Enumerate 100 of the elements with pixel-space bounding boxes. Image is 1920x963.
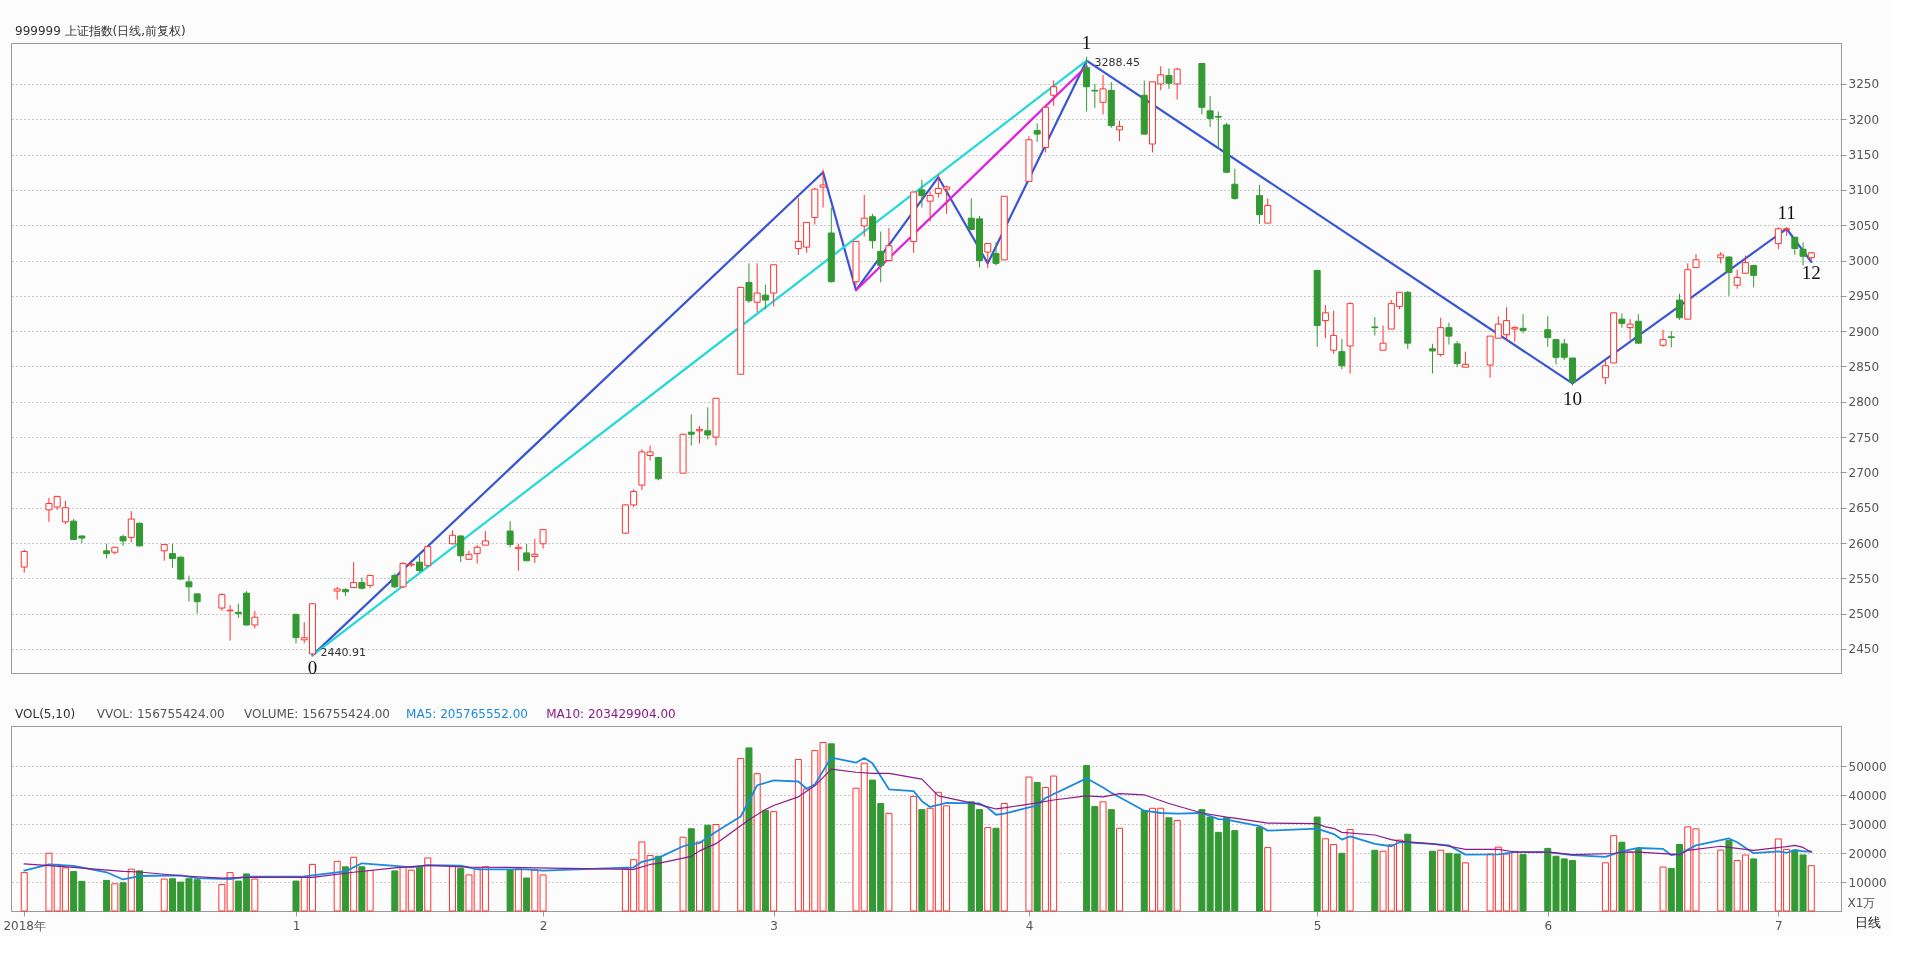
candlestick [1231, 168, 1239, 201]
text: MA5: 205765552.00 [406, 707, 528, 721]
y-tick-label: 40000 [1848, 788, 1887, 803]
candlestick [885, 227, 893, 262]
text: VVOL: 156755424.00 [96, 707, 225, 721]
bar [745, 747, 753, 912]
bar [910, 795, 918, 912]
y-tick-label: 10000 [1848, 875, 1887, 890]
bar [523, 877, 531, 912]
bar [753, 773, 761, 912]
bar [827, 743, 835, 912]
bar [1807, 865, 1815, 912]
candlestick [1321, 304, 1329, 339]
candlestick [926, 190, 934, 223]
bar [416, 866, 424, 912]
bar [1173, 819, 1181, 912]
bar [654, 855, 662, 912]
bar [992, 827, 1000, 912]
candlestick [1618, 313, 1626, 329]
bar [1634, 848, 1642, 912]
text: 日线 [1855, 915, 1881, 930]
x-tick-label: 3 [770, 918, 778, 933]
x-tick-label: 1 [292, 918, 301, 933]
bar [366, 870, 374, 912]
annotation: 12 [1801, 261, 1821, 283]
text: VOLUME: 156755424.00 [244, 707, 391, 721]
candlestick [745, 262, 753, 304]
bar [1437, 849, 1445, 912]
bar [1750, 858, 1758, 912]
y-tick-label: 2850 [1848, 359, 1880, 374]
y-tick-label: 2750 [1848, 430, 1880, 445]
bar [1033, 781, 1041, 912]
candlestick [1264, 197, 1272, 224]
candlestick [687, 414, 695, 447]
y-tick-label: 3250 [1848, 77, 1880, 92]
bar [514, 867, 522, 912]
bar [292, 880, 300, 912]
candlestick [1083, 56, 1091, 113]
bar [136, 870, 144, 912]
candlestick [119, 534, 127, 547]
annotation: 10 [1562, 387, 1582, 409]
candlestick [292, 613, 300, 644]
candlestick [350, 561, 358, 589]
candlestick [1173, 67, 1181, 100]
bar [1338, 852, 1346, 912]
bar [119, 882, 127, 912]
candlestick [20, 548, 28, 574]
bar [918, 809, 926, 912]
candlestick [1676, 293, 1684, 321]
bar [1519, 854, 1527, 912]
y-tick-label: 2700 [1848, 465, 1880, 480]
x-tick-label: 2 [539, 918, 548, 933]
annotation: 11 [1777, 202, 1796, 224]
bar [1626, 851, 1634, 912]
bar [127, 868, 135, 912]
bar [111, 883, 119, 912]
candlestick [860, 194, 868, 238]
x-tick-label: 5 [1313, 918, 1322, 933]
bar [1256, 827, 1264, 912]
candlestick [1544, 315, 1552, 348]
bar [1313, 816, 1321, 912]
candlestick [761, 284, 769, 310]
candlestick [1519, 313, 1527, 334]
bar [1140, 810, 1148, 912]
bar [1404, 833, 1412, 912]
candlestick [753, 262, 761, 313]
annotation: 3288.45 [1094, 55, 1141, 69]
bar [1107, 809, 1115, 912]
bar [103, 879, 111, 912]
annotation: 2440.91 [320, 646, 366, 660]
bar [770, 811, 778, 912]
candlestick [1091, 83, 1099, 109]
x-tick-label: 7 [1775, 918, 1783, 933]
y-tick-label: 3100 [1848, 183, 1880, 198]
candlestick [1453, 340, 1461, 368]
candlestick [1165, 67, 1173, 90]
bar [1618, 841, 1626, 912]
bar [251, 878, 259, 912]
bar [350, 856, 358, 912]
y-tick-label: 2950 [1848, 289, 1880, 304]
bar [1725, 840, 1733, 912]
candlestick [1428, 343, 1436, 375]
bar [1165, 817, 1173, 912]
candlestick [531, 538, 539, 564]
y-tick-label: 30000 [1848, 817, 1887, 832]
candlestick [473, 544, 481, 565]
y-tick-label: 3150 [1848, 148, 1880, 163]
annotation: 1 [1081, 31, 1092, 53]
bar [696, 841, 704, 912]
x-tick-label: 6 [1544, 918, 1553, 933]
candlestick [226, 604, 234, 642]
candlestick [1626, 318, 1634, 341]
candlestick [457, 534, 465, 563]
y-tick-label: 2650 [1848, 501, 1880, 516]
y-tick-label: 3000 [1848, 254, 1880, 269]
candlestick [984, 243, 992, 269]
y-tick-label: 3050 [1848, 218, 1880, 233]
bar [1264, 847, 1272, 912]
candlestick [819, 168, 827, 209]
candlestick [506, 520, 514, 548]
